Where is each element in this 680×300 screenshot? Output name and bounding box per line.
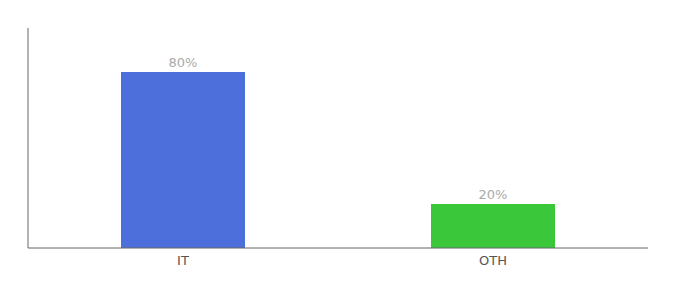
svg-text:20%: 20% (479, 187, 508, 202)
svg-text:IT: IT (177, 253, 189, 268)
svg-text:80%: 80% (169, 55, 198, 70)
svg-text:OTH: OTH (479, 253, 507, 268)
